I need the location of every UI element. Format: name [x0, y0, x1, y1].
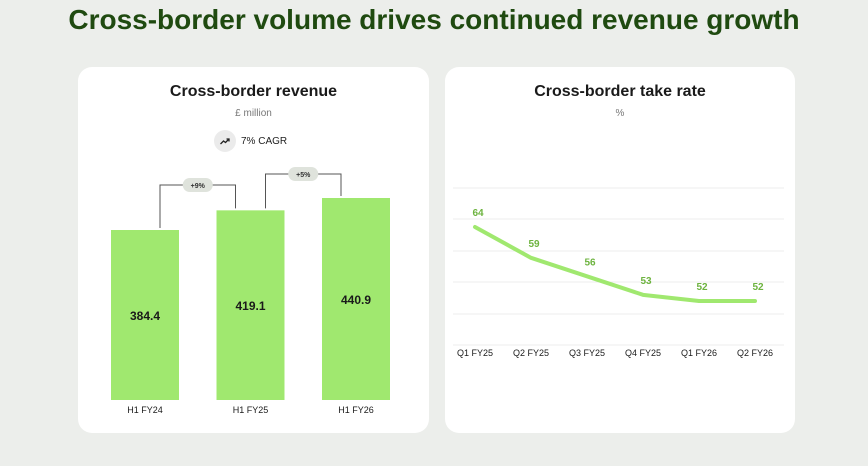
x-tick-label: H1 FY25 — [233, 405, 269, 415]
growth-badge — [182, 178, 213, 192]
data-label: 56 — [584, 257, 596, 268]
x-tick-label: Q1 FY26 — [681, 348, 717, 358]
data-point — [698, 300, 700, 302]
x-tick-label: Q4 FY25 — [625, 348, 661, 358]
revenue-chart-subtitle: £ million — [235, 108, 272, 119]
x-tick-label: Q2 FY26 — [737, 348, 773, 358]
data-label: 52 — [752, 282, 764, 293]
take-rate-chart-title: Cross-border take rate — [534, 83, 706, 100]
take-rate-line-chart: 64 Q1 FY25 59 Q2 FY25 56 Q3 FY25 53 Q4 FY25 52 Q1… — [453, 187, 784, 358]
bar-value-label: 419.1 — [235, 299, 265, 313]
data-label: 53 — [640, 276, 652, 287]
bar — [216, 210, 285, 400]
revenue-bar-chart: 384.4 H1 FY24 419.1 H1 FY25 440.9 H1 FY26 +9% +… — [111, 167, 390, 415]
growth-label: +5% — [296, 172, 311, 179]
data-label: 59 — [528, 239, 540, 250]
cagr-badge: 7% CAGR — [214, 130, 287, 152]
x-tick-label: H1 FY26 — [338, 405, 374, 415]
series-line — [473, 225, 757, 303]
x-tick-label: Q2 FY25 — [513, 348, 549, 358]
x-tick-label: H1 FY24 — [127, 405, 163, 415]
data-label: 52 — [696, 282, 708, 293]
revenue-chart-title: Cross-border revenue — [169, 83, 338, 100]
bar-value-label: 440.9 — [341, 293, 371, 307]
bar — [322, 198, 390, 400]
growth-badge — [288, 167, 319, 181]
data-point — [642, 293, 644, 296]
data-point — [474, 226, 476, 228]
cagr-label: 7% CAGR — [241, 135, 288, 147]
trend-up-icon — [214, 130, 236, 152]
data-point — [586, 275, 588, 278]
growth-label: +9% — [191, 183, 206, 190]
data-point — [530, 256, 532, 259]
x-tick-label: Q3 FY25 — [569, 348, 605, 358]
data-point — [754, 300, 756, 302]
bar — [111, 230, 179, 400]
data-label: 64 — [472, 208, 484, 219]
bar-value-label: 384.4 — [130, 309, 160, 323]
take-rate-card: Cross-border take rate % 64 Q1 FY25 59 Q2 F… — [445, 67, 795, 433]
take-rate-chart-subtitle: % — [615, 108, 625, 119]
x-tick-label: Q1 FY25 — [457, 348, 493, 358]
page-title: Cross-border volume drives continued rev… — [68, 4, 800, 35]
revenue-card: Cross-border revenue £ million 7% CAGR 3… — [78, 67, 429, 433]
